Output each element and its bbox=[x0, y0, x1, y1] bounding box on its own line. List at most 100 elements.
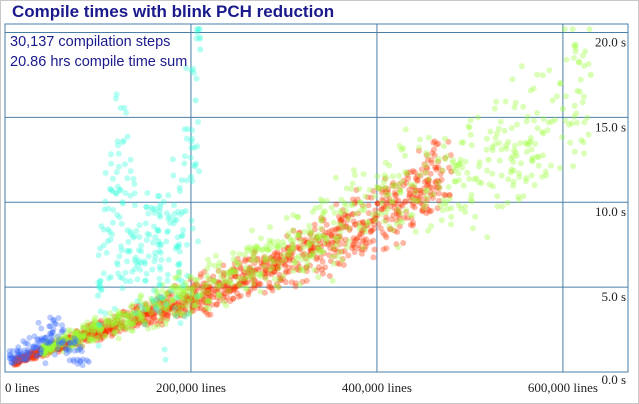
data-point bbox=[236, 251, 243, 258]
data-point bbox=[425, 176, 432, 183]
data-point bbox=[366, 239, 373, 246]
data-point bbox=[464, 169, 471, 176]
data-point bbox=[214, 288, 221, 295]
data-point bbox=[12, 358, 18, 365]
data-point bbox=[48, 346, 55, 353]
data-point bbox=[366, 218, 373, 225]
data-point bbox=[247, 269, 254, 276]
data-point bbox=[581, 119, 588, 126]
data-point bbox=[192, 285, 198, 292]
data-point bbox=[293, 244, 300, 251]
data-point bbox=[241, 269, 248, 276]
data-point bbox=[434, 184, 441, 191]
data-point bbox=[404, 169, 411, 176]
data-point bbox=[254, 257, 261, 264]
data-point bbox=[396, 186, 403, 193]
annotation-steps: 30,137 compilation steps bbox=[10, 34, 170, 50]
data-point bbox=[239, 272, 246, 279]
data-point bbox=[339, 256, 346, 262]
data-point bbox=[328, 233, 335, 240]
data-point bbox=[403, 209, 410, 215]
data-point bbox=[73, 337, 80, 344]
data-point bbox=[125, 313, 132, 320]
data-point bbox=[42, 350, 49, 357]
data-point bbox=[267, 240, 274, 247]
data-point bbox=[351, 167, 357, 174]
data-point bbox=[13, 358, 20, 365]
data-point bbox=[23, 353, 30, 360]
data-point bbox=[237, 265, 244, 272]
data-point bbox=[227, 288, 233, 295]
data-point bbox=[102, 323, 109, 330]
data-point bbox=[295, 234, 302, 241]
data-point bbox=[61, 344, 68, 351]
data-point bbox=[414, 173, 421, 180]
data-point bbox=[329, 277, 336, 284]
data-point bbox=[204, 301, 211, 307]
data-point bbox=[262, 274, 269, 281]
data-point bbox=[371, 215, 378, 222]
data-point bbox=[146, 231, 153, 238]
data-point bbox=[83, 325, 90, 332]
data-point bbox=[311, 226, 318, 233]
data-point bbox=[430, 139, 437, 146]
data-point bbox=[508, 166, 515, 173]
data-point bbox=[221, 271, 227, 278]
data-point bbox=[328, 231, 335, 238]
data-point bbox=[120, 308, 127, 315]
data-point bbox=[370, 225, 377, 232]
data-point bbox=[127, 192, 134, 199]
data-point bbox=[17, 355, 24, 362]
data-point bbox=[355, 242, 362, 248]
data-point bbox=[103, 327, 110, 334]
data-point bbox=[22, 340, 29, 347]
data-point bbox=[118, 322, 124, 328]
data-point bbox=[210, 273, 217, 280]
data-point bbox=[499, 203, 506, 210]
data-point bbox=[240, 281, 247, 288]
data-point bbox=[184, 241, 190, 248]
data-point bbox=[349, 180, 356, 187]
data-point bbox=[231, 273, 238, 279]
data-point bbox=[112, 329, 119, 336]
data-point bbox=[144, 321, 151, 328]
data-point bbox=[410, 168, 417, 175]
data-point bbox=[240, 268, 247, 275]
data-point bbox=[260, 261, 267, 268]
data-point bbox=[424, 156, 431, 163]
data-point bbox=[12, 355, 19, 362]
data-point bbox=[383, 174, 390, 181]
data-point bbox=[215, 268, 222, 275]
data-point bbox=[23, 356, 30, 363]
data-point bbox=[262, 275, 269, 282]
data-point bbox=[25, 351, 32, 358]
data-point bbox=[157, 266, 164, 273]
data-point bbox=[113, 321, 120, 327]
data-point bbox=[11, 360, 18, 367]
data-point bbox=[56, 346, 63, 353]
data-point bbox=[27, 353, 34, 359]
data-point bbox=[235, 275, 242, 282]
data-point bbox=[102, 310, 109, 317]
data-point bbox=[164, 277, 171, 284]
data-point bbox=[36, 348, 43, 355]
data-point bbox=[79, 324, 86, 331]
data-point bbox=[411, 182, 418, 189]
data-point bbox=[141, 318, 148, 324]
data-point bbox=[213, 285, 220, 292]
data-point bbox=[26, 354, 33, 361]
data-point bbox=[225, 285, 232, 292]
data-point bbox=[237, 264, 244, 271]
data-point bbox=[334, 260, 341, 267]
data-point bbox=[129, 303, 136, 310]
data-point bbox=[22, 357, 29, 364]
data-point bbox=[316, 264, 322, 271]
data-point bbox=[32, 352, 39, 359]
data-point bbox=[313, 267, 320, 274]
data-point bbox=[81, 329, 88, 336]
data-point bbox=[420, 202, 427, 209]
data-point bbox=[273, 282, 280, 289]
data-point bbox=[361, 237, 368, 243]
data-point bbox=[220, 273, 227, 280]
data-point bbox=[84, 334, 91, 341]
